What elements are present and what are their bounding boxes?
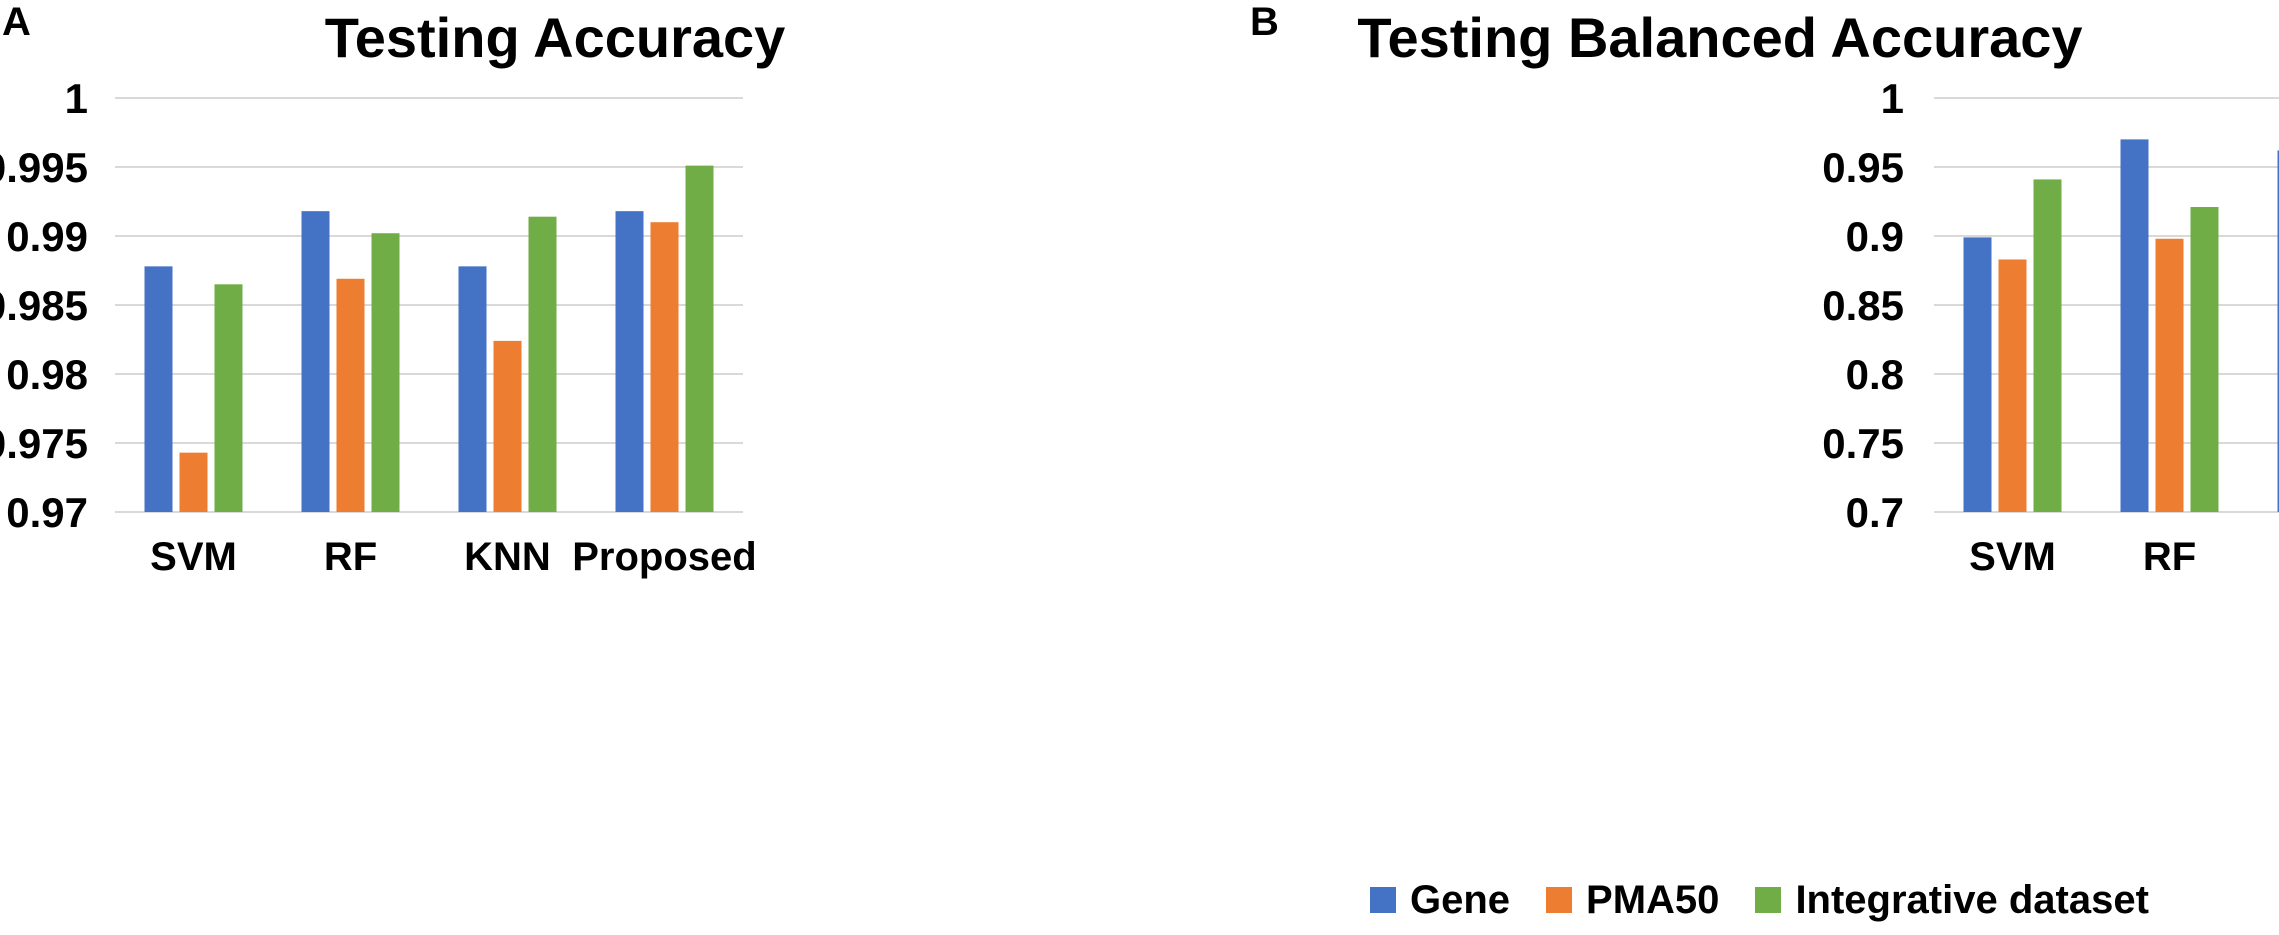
chart-b-bar-rf-gene — [2120, 139, 2149, 512]
chart-a-bar-rf-integrative-dataset — [371, 233, 400, 513]
chart-a-ytick-label: 0.98 — [6, 351, 88, 398]
chart-b-bar-rf-integrative-dataset — [2190, 207, 2219, 512]
legend-item-gene: Gene — [1370, 880, 1510, 920]
chart-a-bar-rf-gene — [301, 211, 330, 512]
chart-b-ytick-label: 0.7 — [1846, 489, 1904, 536]
chart-a-bar-proposed-integrative-dataset — [685, 165, 714, 512]
chart-a-svg: 0.97 0.975 0.98 0.985 0.99 0.995 1 SVM RF KNN Prop… — [0, 75, 757, 579]
chart-a-xtick-label: SVM — [150, 535, 237, 579]
chart-a-xtick-label: KNN — [464, 535, 551, 579]
chart-a-bar-svm-integrative-dataset — [214, 284, 243, 512]
legend-label-integrative: Integrative dataset — [1795, 878, 2149, 922]
chart-b-bar-svm-integrative-dataset — [2033, 179, 2062, 513]
chart-a-bar-knn-gene — [458, 266, 487, 512]
chart-b-bar-knn-gene — [2277, 150, 2279, 512]
chart-a-bar-svm-gene — [144, 266, 173, 512]
chart-a-bar-rf-pma50 — [336, 278, 365, 512]
chart-a-bar-proposed-gene — [615, 211, 644, 512]
chart-b-xtick-label: SVM — [1969, 535, 2056, 579]
chart-a-ytick-label: 0.985 — [0, 282, 88, 329]
chart-b-ytick-label: 0.75 — [1822, 420, 1904, 467]
chart-b-ytick-label: 1 — [1881, 75, 1904, 122]
chart-a-ytick-label: 1 — [65, 75, 88, 122]
panel-b-letter: B — [1250, 0, 1279, 44]
chart-a-ytick-label: 0.995 — [0, 144, 88, 191]
legend-swatch-gene — [1370, 887, 1396, 913]
chart-a-ytick-label: 0.97 — [6, 489, 88, 536]
chart-b-ytick-label: 0.95 — [1822, 144, 1904, 191]
chart-a-title: Testing Accuracy — [324, 6, 786, 69]
panel-a-letter: A — [2, 0, 31, 44]
chart-a-xtick-label: Proposed — [572, 535, 756, 579]
chart-b-title: Testing Balanced Accuracy — [1357, 6, 2083, 69]
chart-a-ytick-label: 0.99 — [6, 213, 88, 260]
chart-a-ytick-label: 0.975 — [0, 420, 88, 467]
chart-a-xtick-label: RF — [324, 535, 377, 579]
legend-swatch-integrative — [1755, 887, 1782, 913]
chart-b-ytick-label: 0.85 — [1822, 282, 1904, 329]
legend-label-pma50: PMA50 — [1586, 878, 1720, 922]
legend: Gene PMA50 Integrative dataset — [1370, 880, 2149, 920]
legend-swatch-pma50 — [1546, 887, 1573, 913]
chart-b-bar-rf-pma50 — [2155, 238, 2184, 512]
legend-item-integrative: Integrative dataset — [1755, 878, 2149, 922]
chart-a-bar-knn-integrative-dataset — [528, 216, 557, 512]
chart-a-bar-knn-pma50 — [493, 340, 522, 512]
chart-a-bar-proposed-pma50 — [650, 222, 679, 512]
chart-b-bar-svm-pma50 — [1998, 259, 2027, 512]
chart-b-xtick-label: RF — [2143, 535, 2196, 579]
chart-b-ytick-label: 0.8 — [1846, 351, 1904, 398]
chart-b-ytick-label: 0.9 — [1846, 213, 1904, 260]
legend-label-gene: Gene — [1410, 878, 1511, 922]
legend-item-pma50: PMA50 — [1546, 880, 1719, 920]
chart-b-bar-svm-gene — [1963, 237, 1992, 512]
chart-a-bar-svm-pma50 — [179, 452, 208, 512]
